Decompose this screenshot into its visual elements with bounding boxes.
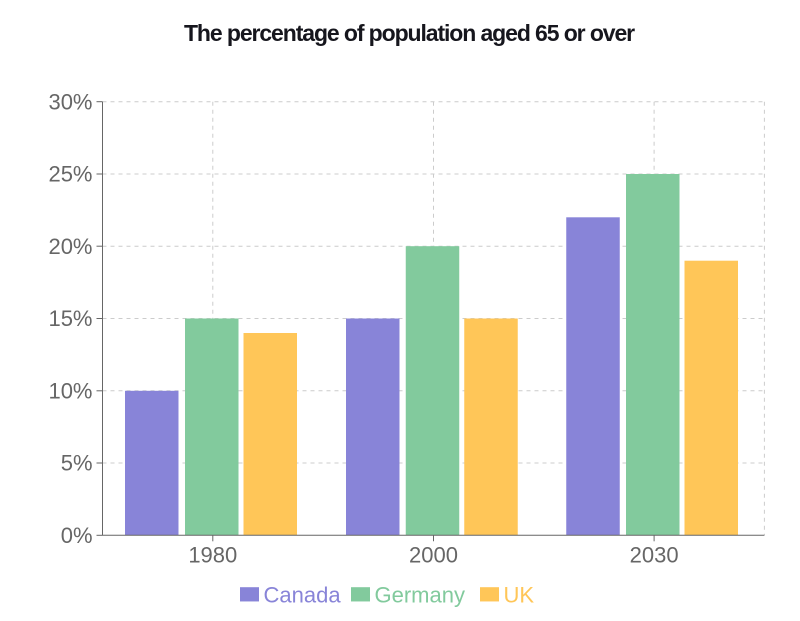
svg-text:30%: 30%	[48, 89, 92, 114]
svg-text:25%: 25%	[48, 162, 92, 187]
svg-text:Canada: Canada	[264, 582, 342, 607]
svg-text:10%: 10%	[48, 379, 92, 404]
svg-text:2030: 2030	[630, 543, 679, 568]
svg-text:Germany: Germany	[375, 582, 465, 607]
svg-text:20%: 20%	[48, 234, 92, 259]
svg-text:1980: 1980	[188, 543, 237, 568]
svg-text:2000: 2000	[409, 543, 458, 568]
svg-text:UK: UK	[504, 582, 535, 607]
svg-text:The percentage of population a: The percentage of population aged 65 or …	[184, 20, 635, 46]
svg-text:0%: 0%	[61, 523, 93, 548]
svg-text:15%: 15%	[48, 306, 92, 331]
svg-text:5%: 5%	[61, 451, 93, 476]
